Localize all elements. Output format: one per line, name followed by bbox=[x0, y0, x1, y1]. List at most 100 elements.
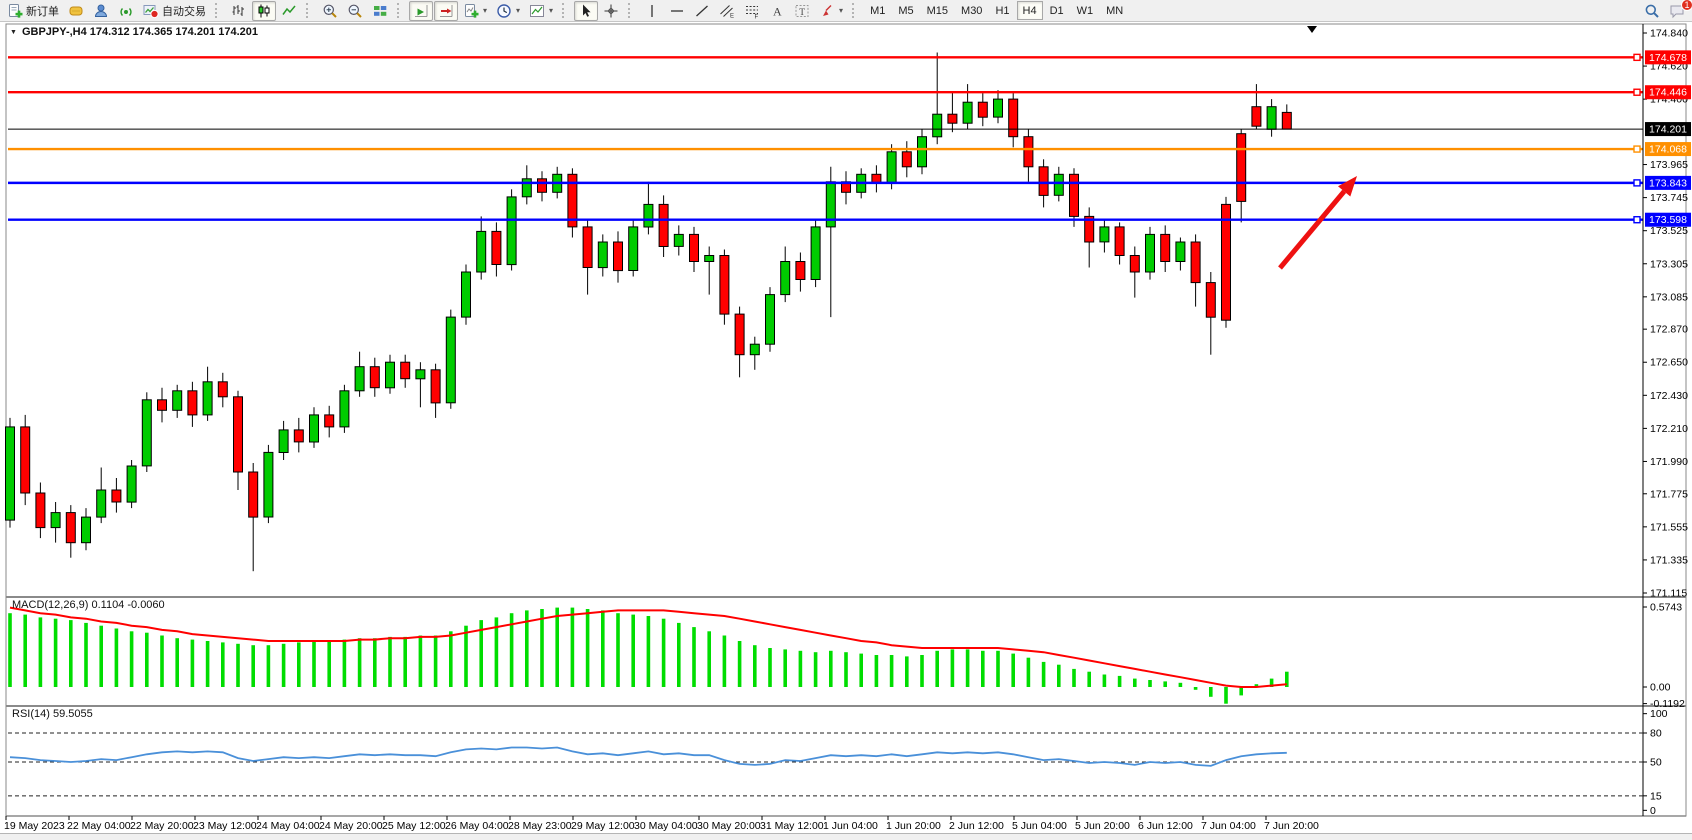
toolbar-grip bbox=[628, 3, 636, 18]
trendline-icon bbox=[696, 5, 708, 16]
svg-text:174.446: 174.446 bbox=[1649, 87, 1687, 99]
equidistant-channel-button[interactable]: E bbox=[715, 1, 739, 21]
zoom-out-icon bbox=[348, 4, 362, 18]
toolbar-grip bbox=[215, 3, 223, 18]
new-order-button[interactable]: 新订单 bbox=[3, 1, 63, 21]
timeframe-m1[interactable]: M1 bbox=[870, 4, 886, 17]
indicators-icon bbox=[465, 3, 479, 18]
bar-chart-icon bbox=[232, 4, 244, 16]
templates-button[interactable]: ▾ bbox=[525, 1, 557, 21]
chat-button[interactable]: 1 bbox=[1665, 0, 1692, 21]
vertical-line-button[interactable] bbox=[640, 1, 664, 21]
svg-text:0.5743: 0.5743 bbox=[1650, 602, 1682, 614]
svg-text:22 May 20:00: 22 May 20:00 bbox=[130, 820, 194, 832]
market-depth-button[interactable] bbox=[64, 1, 88, 21]
new-order-icon bbox=[9, 3, 23, 18]
svg-text:25 May 12:00: 25 May 12:00 bbox=[382, 820, 446, 832]
indicators-button[interactable]: ▾ bbox=[459, 1, 491, 21]
zoom-in-icon bbox=[323, 4, 337, 18]
toolbar-grip bbox=[306, 3, 314, 18]
svg-text:T: T bbox=[799, 7, 805, 17]
horizontal-line-icon bbox=[671, 9, 684, 12]
auto-scroll-icon bbox=[415, 4, 428, 17]
trendline-button[interactable] bbox=[690, 1, 714, 21]
chart-dropdown-icon[interactable]: ▼ bbox=[10, 28, 17, 36]
svg-text:50: 50 bbox=[1650, 757, 1662, 769]
svg-text:1 Jun 04:00: 1 Jun 04:00 bbox=[823, 820, 878, 832]
svg-text:100: 100 bbox=[1650, 708, 1668, 720]
svg-text:173.085: 173.085 bbox=[1650, 291, 1688, 303]
svg-text:2 Jun 12:00: 2 Jun 12:00 bbox=[949, 820, 1004, 832]
search-button[interactable] bbox=[1640, 1, 1664, 21]
timeframe-m5[interactable]: M5 bbox=[898, 4, 914, 17]
svg-text:1 Jun 20:00: 1 Jun 20:00 bbox=[886, 820, 941, 832]
auto-trading-icon bbox=[143, 4, 159, 18]
periods-button[interactable]: ▾ bbox=[492, 1, 524, 21]
timeframe-mn[interactable]: MN bbox=[1106, 4, 1124, 17]
cursor-button[interactable] bbox=[574, 0, 599, 21]
signals-button[interactable] bbox=[114, 1, 138, 21]
text-icon: A bbox=[773, 4, 782, 18]
svg-text:22 May 04:00: 22 May 04:00 bbox=[67, 820, 131, 832]
clock-icon bbox=[497, 3, 511, 18]
macd-indicator-label: MACD(12,26,9) 0.1104 -0.0060 bbox=[12, 599, 165, 611]
svg-text:24 May 20:00: 24 May 20:00 bbox=[319, 820, 383, 832]
strategy-tester-button[interactable] bbox=[89, 1, 113, 21]
svg-text:6 Jun 12:00: 6 Jun 12:00 bbox=[1138, 820, 1193, 832]
text-label-button[interactable]: T bbox=[790, 1, 814, 21]
market-depth-icon bbox=[69, 6, 83, 15]
svg-text:5 Jun 20:00: 5 Jun 20:00 bbox=[1075, 820, 1130, 832]
timeframe-h4[interactable]: H4 bbox=[1016, 1, 1043, 20]
zoom-in-button[interactable] bbox=[318, 1, 342, 21]
svg-text:-0.1192: -0.1192 bbox=[1650, 698, 1685, 710]
svg-text:E: E bbox=[730, 13, 734, 19]
svg-text:171.335: 171.335 bbox=[1650, 554, 1688, 566]
tile-windows-icon bbox=[374, 5, 387, 16]
auto-trading-button[interactable]: 自动交易 bbox=[139, 1, 210, 21]
svg-text:174.678: 174.678 bbox=[1649, 52, 1687, 64]
line-chart-button[interactable] bbox=[277, 1, 301, 21]
tile-windows-button[interactable] bbox=[368, 1, 392, 21]
timeframe-d1[interactable]: D1 bbox=[1049, 4, 1064, 17]
fibonacci-icon: F bbox=[746, 5, 759, 19]
line-chart-icon bbox=[282, 5, 296, 15]
signals-icon bbox=[120, 7, 132, 16]
toolbar-grip bbox=[562, 3, 570, 18]
svg-text:23 May 12:00: 23 May 12:00 bbox=[193, 820, 257, 832]
search-icon bbox=[1645, 4, 1659, 18]
timeframe-h1[interactable]: H1 bbox=[995, 4, 1010, 17]
dropdown-caret-icon: ▾ bbox=[483, 6, 488, 15]
chart-title-text: GBPJPY-,H4 174.312 174.365 174.201 174.2… bbox=[21, 26, 259, 38]
toolbar-grip bbox=[397, 3, 405, 18]
svg-text:24 May 04:00: 24 May 04:00 bbox=[256, 820, 320, 832]
candlestick-chart-button[interactable] bbox=[252, 0, 276, 21]
cursor-icon bbox=[583, 4, 591, 17]
text-label-icon: T bbox=[795, 4, 809, 17]
svg-text:172.210: 172.210 bbox=[1650, 423, 1688, 435]
chart-shift-button[interactable] bbox=[434, 0, 458, 21]
equidistant-channel-icon: E bbox=[720, 4, 734, 19]
svg-text:30 May 04:00: 30 May 04:00 bbox=[634, 820, 698, 832]
zoom-out-button[interactable] bbox=[343, 1, 367, 21]
svg-text:171.775: 171.775 bbox=[1650, 488, 1688, 500]
arrows-tool-button[interactable]: ▾ bbox=[815, 1, 847, 21]
horizontal-line-button[interactable] bbox=[665, 1, 689, 21]
svg-text:0: 0 bbox=[1650, 805, 1656, 817]
svg-text:173.843: 173.843 bbox=[1649, 177, 1687, 189]
crosshair-button[interactable] bbox=[599, 1, 623, 21]
svg-text:172.870: 172.870 bbox=[1650, 324, 1688, 336]
timeframe-m30[interactable]: M30 bbox=[961, 4, 983, 17]
timeframe-w1[interactable]: W1 bbox=[1076, 4, 1094, 17]
svg-text:171.115: 171.115 bbox=[1650, 588, 1687, 600]
svg-text:173.305: 173.305 bbox=[1650, 258, 1688, 270]
new-order-label: 新订单 bbox=[26, 5, 59, 18]
bar-chart-button[interactable] bbox=[227, 1, 251, 21]
auto-scroll-button[interactable] bbox=[409, 0, 433, 21]
svg-text:26 May 04:00: 26 May 04:00 bbox=[445, 820, 509, 832]
timeframe-m15[interactable]: M15 bbox=[926, 4, 949, 17]
svg-text:7 Jun 04:00: 7 Jun 04:00 bbox=[1201, 820, 1256, 832]
text-button[interactable]: A bbox=[765, 1, 789, 21]
fibonacci-button[interactable]: F bbox=[740, 1, 764, 21]
chart-title: ▼ GBPJPY-,H4 174.312 174.365 174.201 174… bbox=[10, 26, 258, 38]
